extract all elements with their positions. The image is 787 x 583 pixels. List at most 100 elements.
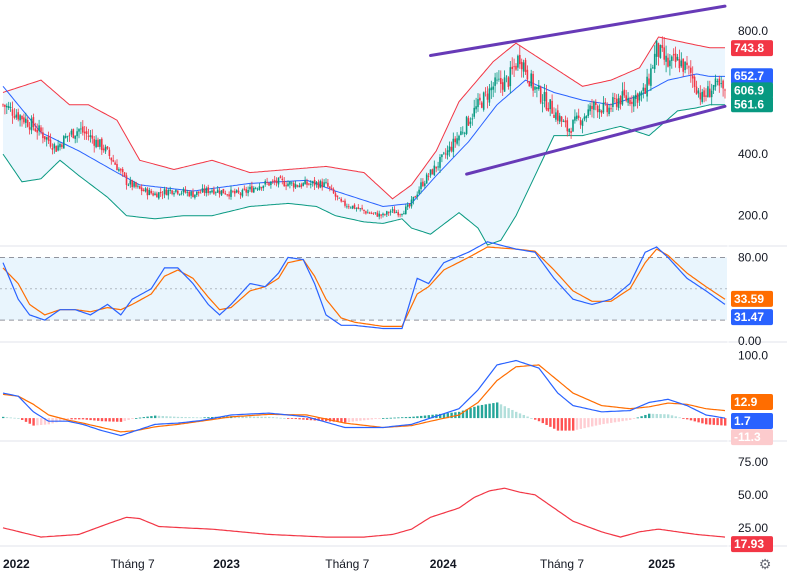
candle: [367, 209, 369, 214]
candle-body: [363, 209, 365, 211]
macd-histogram-bar: [306, 418, 309, 420]
macd-histogram-bar: [203, 417, 206, 419]
candle-body: [310, 183, 312, 185]
candle-body: [169, 189, 171, 191]
candle-body: [272, 180, 274, 182]
candle-body: [135, 182, 137, 187]
candle-body: [34, 128, 37, 132]
candle-body: [549, 99, 551, 110]
candle: [310, 179, 312, 189]
candle-body: [283, 180, 285, 187]
candle-body: [175, 189, 177, 192]
candle: [127, 183, 130, 187]
candle: [196, 191, 198, 198]
candle-body: [329, 186, 331, 188]
candle: [458, 134, 460, 147]
candle: [387, 211, 390, 216]
candle-body: [490, 87, 493, 91]
macd-histogram-bar: [465, 409, 468, 419]
candle: [262, 185, 265, 191]
gear-icon[interactable]: ⚙: [758, 557, 772, 573]
candle: [642, 83, 645, 99]
rsi-pane[interactable]: [0, 241, 727, 330]
candle-body: [538, 85, 540, 90]
price-pane[interactable]: [2, 4, 727, 246]
candle: [477, 93, 479, 112]
candle: [59, 142, 61, 151]
candle-body: [560, 116, 563, 122]
candle: [222, 188, 225, 194]
candle: [481, 100, 483, 109]
candle-body: [140, 187, 143, 192]
candle-body: [365, 211, 367, 214]
candle: [714, 74, 717, 91]
macd-histogram-bar: [135, 418, 138, 419]
price-axis[interactable]: 800.0600.0400.0200.080.000.00100.075.005…: [731, 24, 773, 553]
candle: [338, 197, 341, 199]
candle-body: [688, 66, 690, 68]
candle: [36, 123, 38, 140]
candle: [614, 92, 616, 103]
candle: [175, 189, 177, 194]
candle: [279, 175, 282, 179]
candle-body: [251, 186, 253, 193]
candle-body: [399, 214, 401, 216]
candle: [663, 36, 665, 66]
candle: [38, 119, 40, 136]
candle: [652, 64, 654, 69]
candle-body: [36, 129, 38, 133]
adx-pane[interactable]: [2, 487, 726, 538]
candle-body: [253, 187, 255, 193]
channel-lower-trendline[interactable]: [465, 104, 727, 176]
candle-body: [220, 190, 223, 196]
macd-histogram-bar: [477, 405, 480, 419]
candle: [429, 169, 432, 178]
candle: [534, 85, 536, 94]
candle: [15, 109, 18, 120]
candle: [501, 78, 504, 96]
macd-histogram-bar: [332, 418, 335, 422]
candle-body: [572, 119, 574, 132]
macd-histogram-bar: [344, 418, 347, 423]
candle-body: [38, 125, 40, 131]
macd-histogram-bar: [534, 418, 537, 420]
candle: [241, 188, 244, 198]
candle: [211, 188, 213, 194]
candle: [346, 203, 348, 209]
candle-body: [32, 117, 35, 128]
candle: [205, 186, 208, 197]
macd-histogram-bar: [351, 418, 354, 422]
candle-body: [194, 194, 196, 198]
candle: [194, 194, 196, 200]
macd-histogram-bar: [705, 418, 708, 425]
macd-histogram-bar: [648, 413, 651, 419]
candle: [167, 188, 170, 200]
time-axis[interactable]: 2022 Tháng 7 2023 Tháng 7 2024 Tháng 7 2025: [3, 557, 675, 571]
candle: [285, 181, 287, 191]
macd-histogram-bar: [146, 416, 149, 419]
candle-body: [513, 66, 515, 68]
macd-histogram-bar: [629, 418, 632, 420]
macd-histogram-bar: [556, 418, 560, 431]
candle-body: [532, 73, 534, 91]
candle-body: [503, 77, 506, 92]
channel-upper-trendline[interactable]: [429, 4, 727, 57]
macd-histogram-bar: [499, 404, 503, 419]
candle-body: [608, 107, 610, 115]
price-badge: 606.9: [731, 82, 773, 99]
candle: [197, 191, 200, 197]
candle: [422, 178, 424, 188]
bollinger-upper-line: [2, 36, 725, 200]
candle-body: [427, 175, 430, 177]
macd-histogram-bar: [602, 418, 605, 425]
candle: [579, 117, 582, 129]
rsi-tick-label: 80.00: [738, 250, 768, 264]
macd-pane[interactable]: [2, 359, 727, 437]
candle-body: [258, 186, 261, 190]
candle: [615, 94, 618, 111]
candle: [161, 190, 164, 200]
macd-histogram-bar: [492, 403, 495, 419]
candle-body: [623, 89, 626, 96]
